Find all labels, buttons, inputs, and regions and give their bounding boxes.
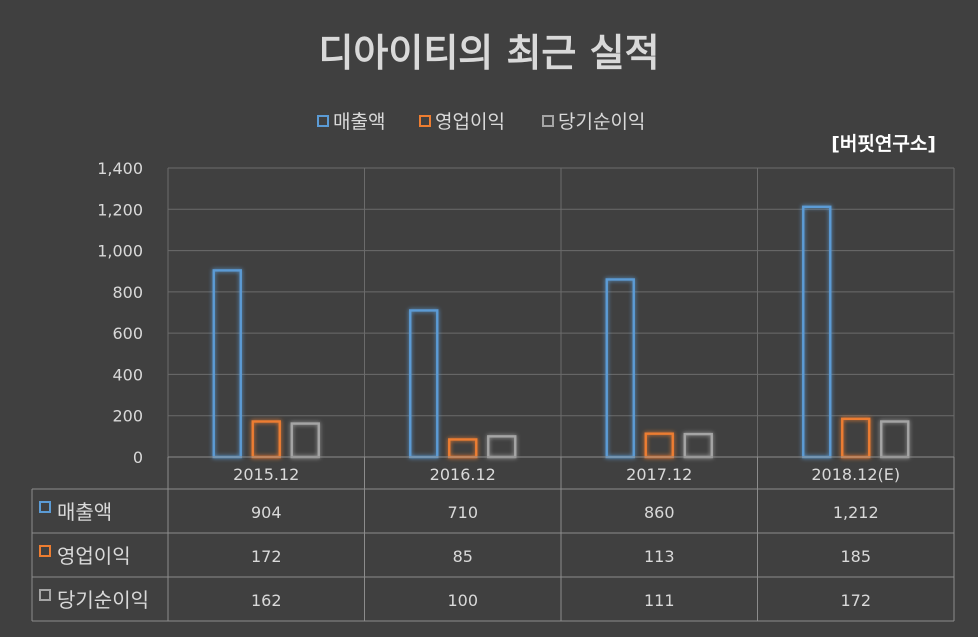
- data-label: 904: [251, 503, 282, 522]
- data-label: 172: [251, 547, 282, 566]
- row-legend-marker: [39, 589, 51, 601]
- bar-2016-12-s1: [448, 438, 478, 459]
- bar-2017-12-s1: [644, 432, 674, 459]
- legend-marker: [317, 115, 329, 127]
- data-label: 1,212: [833, 503, 879, 522]
- data-label: 172: [840, 591, 871, 610]
- bar-2018-12-e-s1: [841, 417, 871, 459]
- data-label: 85: [453, 547, 473, 566]
- legend-marker: [419, 115, 431, 127]
- y-tick-label: 1,200: [97, 200, 143, 219]
- data-label: 710: [447, 503, 478, 522]
- chart-title: 디아이티의 최근 실적: [318, 31, 659, 75]
- x-tick-label: 2016.12: [430, 465, 496, 484]
- legend-label: 영업이익: [435, 111, 505, 133]
- row-legend-marker: [39, 545, 51, 557]
- bar-2015-12-s1: [251, 420, 281, 459]
- bar-2016-12-s0: [409, 309, 439, 459]
- data-label: 162: [251, 591, 282, 610]
- bar-2015-12-s0: [212, 269, 242, 459]
- bar-2018-12-e-s2: [880, 420, 910, 459]
- row-legend-marker: [39, 501, 51, 513]
- data-label: 111: [644, 591, 675, 610]
- legend: 매출액 영업이익 당기순이익: [317, 111, 645, 133]
- row-label: 당기순이익: [57, 588, 149, 612]
- x-tick-label: 2018.12(E): [811, 465, 900, 484]
- y-tick-label: 400: [112, 365, 143, 384]
- bar-2017-12-s0: [605, 278, 635, 459]
- bar-2018-12-e-s0: [802, 205, 832, 459]
- y-tick-label: 0: [133, 448, 143, 467]
- data-label: 113: [644, 547, 675, 566]
- row-label: 매출액: [57, 500, 112, 524]
- x-tick-label: 2017.12: [626, 465, 692, 484]
- x-tick-label: 2015.12: [233, 465, 299, 484]
- row-label: 영업이익: [57, 544, 131, 568]
- data-table: 2015.12 2016.12 2017.12 2018.12(E) 매출액 904 710…: [31, 456, 955, 622]
- bar-2015-12-s2: [290, 422, 320, 459]
- data-label: 185: [840, 547, 871, 566]
- y-tick-label: 1,400: [97, 159, 143, 178]
- y-tick-label: 200: [112, 407, 143, 426]
- legend-label: 당기순이익: [558, 111, 645, 133]
- y-axis: 0 200 400 600 800 1,000 1,200 1,400: [97, 159, 143, 467]
- y-tick-label: 800: [112, 283, 143, 302]
- y-tick-label: 1,000: [97, 242, 143, 261]
- data-label: 100: [447, 591, 478, 610]
- gridlines: [167, 167, 955, 458]
- bar-2017-12-s2: [683, 432, 713, 459]
- source-label: [버핏연구소]: [831, 133, 936, 155]
- data-label: 860: [644, 503, 675, 522]
- bar-2016-12-s2: [487, 435, 517, 459]
- y-tick-label: 600: [112, 324, 143, 343]
- legend-marker: [542, 115, 554, 127]
- legend-label: 매출액: [333, 111, 385, 133]
